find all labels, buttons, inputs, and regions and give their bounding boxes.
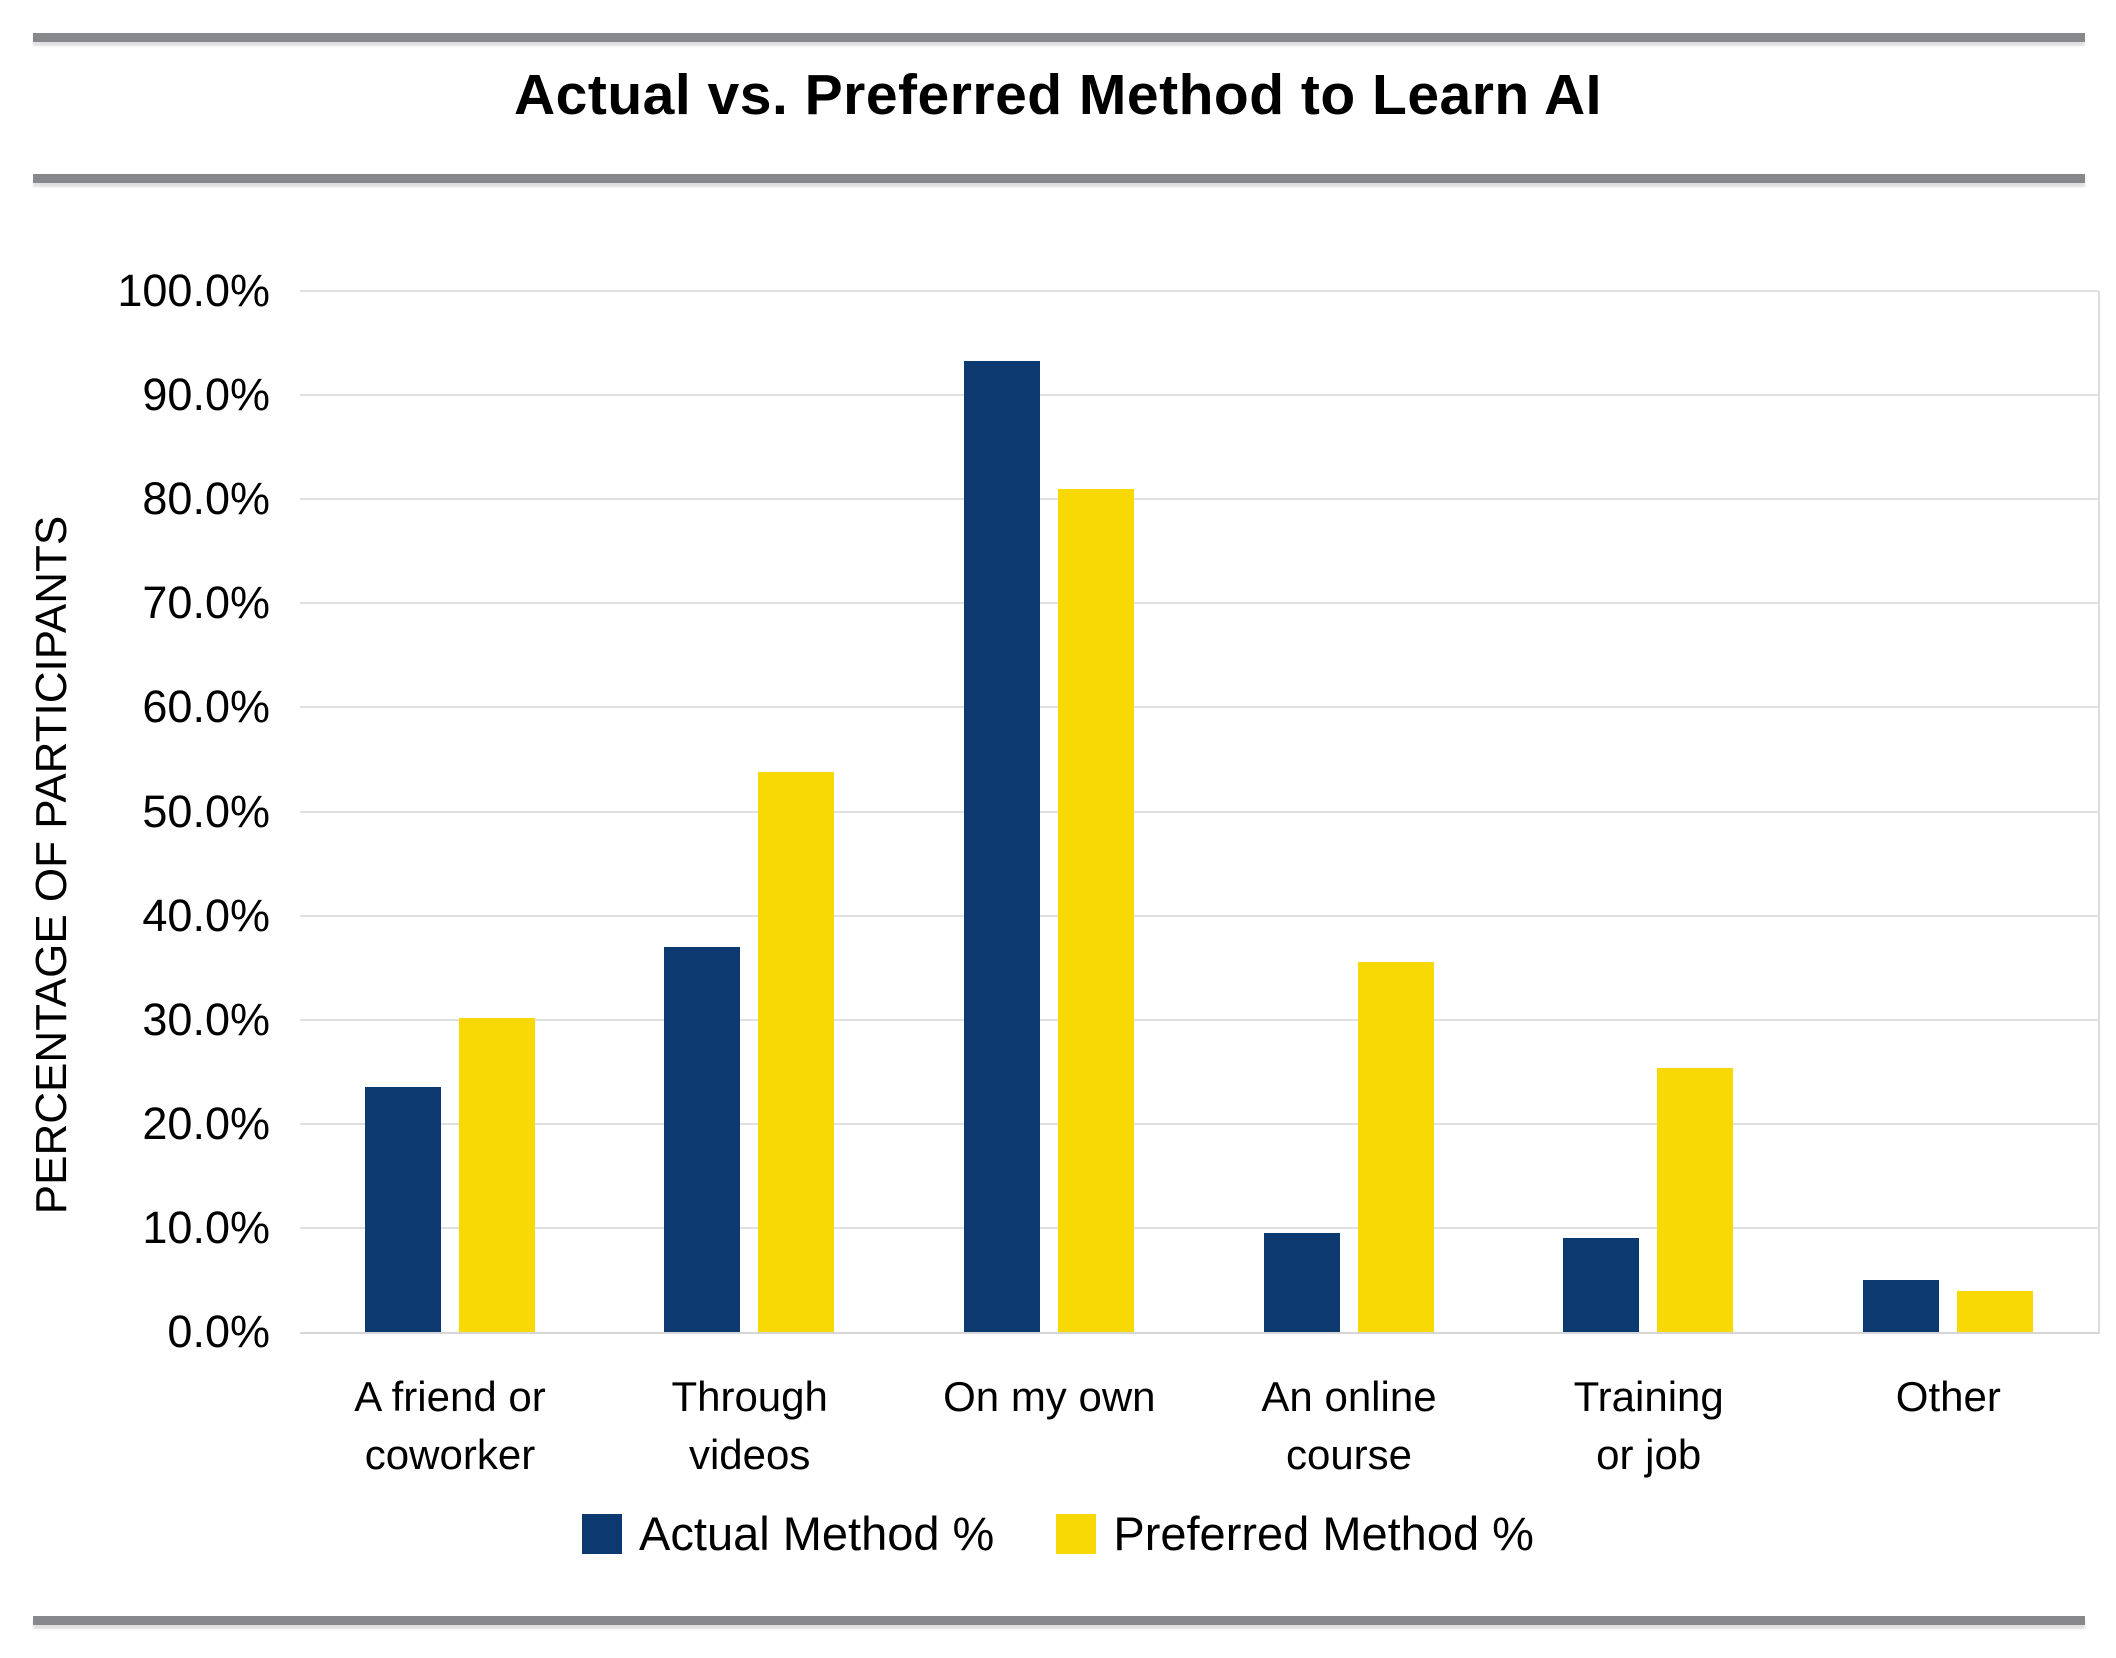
x-axis-category-label-line: coworker bbox=[364, 1431, 536, 1478]
x-axis-category-label-line: Through bbox=[671, 1373, 828, 1420]
bar-preferred-method bbox=[1058, 488, 1135, 1332]
y-tick-label-0: 0.0% bbox=[167, 1306, 270, 1357]
bar-preferred-method bbox=[458, 1017, 535, 1332]
y-tick-label-90: 90.0% bbox=[142, 369, 270, 421]
bar-group-3 bbox=[899, 291, 1199, 1332]
bar-group-2 bbox=[600, 291, 900, 1332]
legend-item-actual-method: Actual Method % bbox=[582, 1506, 994, 1561]
bar-group-1 bbox=[300, 291, 600, 1332]
bar-preferred-method bbox=[1657, 1067, 1734, 1332]
title-divider-rule bbox=[33, 174, 2085, 183]
x-axis-category-label-line: Other bbox=[1895, 1373, 2001, 1420]
x-axis-category-label-line: videos bbox=[688, 1431, 811, 1478]
y-tick-label-30: 30.0% bbox=[142, 993, 270, 1045]
bar-actual-method bbox=[964, 360, 1041, 1332]
bar-actual-method bbox=[1263, 1233, 1340, 1332]
bar-group-4 bbox=[1199, 291, 1499, 1332]
x-axis-category-label-line: course bbox=[1285, 1431, 1413, 1478]
gridline-60 bbox=[300, 706, 2098, 709]
gridline-20 bbox=[300, 1122, 2098, 1125]
gridline-50 bbox=[300, 810, 2098, 813]
y-tick-label-40: 40.0% bbox=[142, 889, 270, 941]
bar-actual-method bbox=[664, 946, 741, 1332]
legend-item-preferred-method: Preferred Method % bbox=[1056, 1506, 1534, 1561]
legend-swatch-actual-method bbox=[582, 1513, 623, 1554]
x-axis-category-label-line: or job bbox=[1596, 1431, 1702, 1478]
gridline-30 bbox=[300, 1018, 2098, 1021]
x-axis-category-label-line: A friend or bbox=[354, 1373, 546, 1420]
legend: Actual Method % Preferred Method % bbox=[0, 1506, 2116, 1561]
gridline-70 bbox=[300, 602, 2098, 605]
bar-preferred-method bbox=[758, 771, 835, 1332]
bar-group-6 bbox=[1798, 291, 2098, 1332]
bar-actual-method bbox=[364, 1087, 441, 1332]
legend-label-actual-method: Actual Method % bbox=[639, 1507, 995, 1560]
chart-title: Actual vs. Preferred Method to Learn AI bbox=[514, 63, 1602, 127]
y-tick-label-20: 20.0% bbox=[142, 1097, 270, 1149]
x-axis-category-label: Through videos bbox=[600, 1368, 900, 1484]
x-axis-category-label-line: On my own bbox=[943, 1373, 1156, 1420]
legend-swatch-preferred-method bbox=[1056, 1513, 1097, 1554]
x-axis-category-label: An online course bbox=[1199, 1368, 1499, 1484]
gridline-80 bbox=[300, 498, 2098, 501]
x-axis-category-label: A friend or coworker bbox=[300, 1368, 600, 1484]
y-tick-label-70: 70.0% bbox=[142, 577, 270, 629]
plot-area: 100.0% 90.0% 80.0% 70.0% 60.0% 50.0% 40.0% 30.0… bbox=[117, 265, 2100, 1478]
gridline-40 bbox=[300, 914, 2098, 917]
bar-preferred-method bbox=[1957, 1291, 2034, 1332]
bar-actual-method bbox=[1863, 1279, 1940, 1332]
x-axis-category-label-line: Training bbox=[1573, 1373, 1724, 1420]
x-axis-category-label-line: An online bbox=[1261, 1373, 1437, 1420]
gridline-10 bbox=[300, 1226, 2098, 1229]
gridline-90 bbox=[300, 394, 2098, 397]
x-axis-category-label: On my own bbox=[899, 1368, 1199, 1426]
bar-group-5 bbox=[1499, 291, 1799, 1332]
bottom-divider-rule bbox=[33, 1616, 2085, 1625]
y-tick-label-50: 50.0% bbox=[142, 785, 270, 837]
y-tick-label-100: 100.0% bbox=[117, 265, 270, 316]
y-tick-label-60: 60.0% bbox=[142, 681, 270, 733]
y-tick-label-10: 10.0% bbox=[142, 1201, 270, 1253]
y-tick-label-80: 80.0% bbox=[142, 473, 270, 525]
x-axis-category-label: Training or job bbox=[1499, 1368, 1799, 1484]
top-divider-rule bbox=[33, 33, 2085, 42]
gridline-100 bbox=[300, 290, 2098, 292]
bar-preferred-method bbox=[1357, 962, 1434, 1332]
legend-label-preferred-method: Preferred Method % bbox=[1113, 1507, 1534, 1560]
bar-actual-method bbox=[1563, 1238, 1640, 1332]
x-axis-category-label: Other bbox=[1798, 1368, 2098, 1426]
